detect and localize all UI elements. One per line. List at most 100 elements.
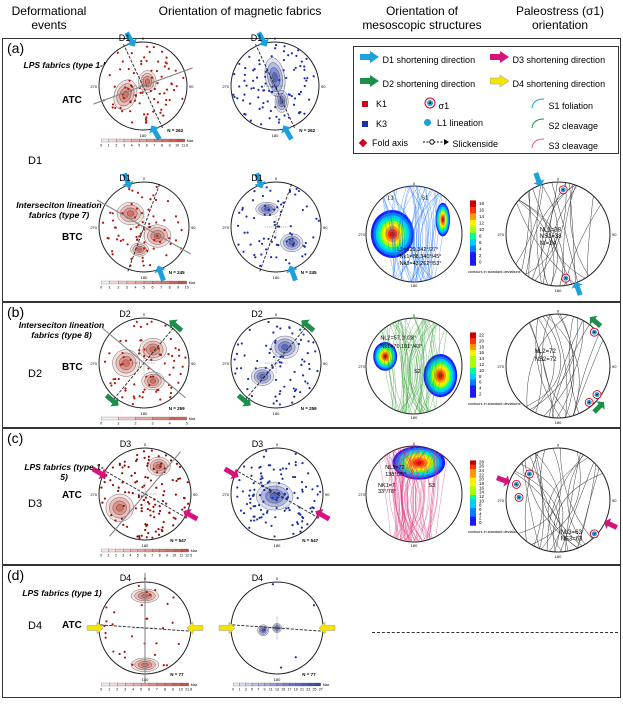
- data-point: [148, 50, 151, 54]
- data-point: [144, 496, 148, 499]
- data-point: [267, 208, 271, 212]
- data-point: [265, 248, 268, 251]
- svg-text:0: 0: [413, 313, 416, 318]
- paleostress-arrow: [604, 518, 618, 530]
- data-point: [148, 263, 152, 267]
- data-point: [103, 360, 107, 363]
- data-point: [316, 485, 319, 488]
- data-point: [273, 535, 276, 538]
- ramp-tick-label: 2: [479, 516, 482, 521]
- net-tick-w: 270: [222, 492, 229, 497]
- data-point: [133, 383, 136, 386]
- data-point: [260, 242, 264, 245]
- svg-text:180: 180: [411, 415, 418, 420]
- scale-tick-label: 8: [164, 688, 166, 692]
- data-point: [304, 380, 307, 383]
- paleo-label-1: NS1=38: [540, 234, 563, 240]
- data-point: [177, 348, 181, 351]
- data-point: [249, 497, 252, 501]
- scale-tick-label: 7: [160, 286, 162, 290]
- ramp-tick-label: 28: [479, 459, 485, 464]
- data-point: [172, 516, 175, 519]
- data-point: [143, 247, 146, 250]
- data-point: [137, 584, 140, 588]
- data-point: [146, 476, 149, 479]
- ramp-tick-label: 4: [479, 511, 482, 516]
- svg-text:90: 90: [612, 498, 617, 503]
- shortening-arrow: [301, 319, 316, 333]
- data-point: [246, 231, 249, 234]
- data-point: [262, 500, 265, 503]
- data-point: [262, 237, 265, 240]
- data-point: [160, 108, 163, 111]
- scale-tick-label: 10: [172, 554, 176, 558]
- shortening-arrow: [281, 125, 294, 141]
- data-point: [162, 114, 165, 117]
- data-point: [270, 240, 274, 243]
- scale-tick-label: 3: [123, 144, 125, 148]
- data-point: [175, 85, 178, 88]
- data-point: [307, 340, 310, 343]
- data-point: [149, 509, 152, 512]
- scale-tick-label: 2: [134, 422, 136, 426]
- data-point: [156, 471, 159, 474]
- data-point: [288, 238, 291, 241]
- data-point: [305, 57, 308, 60]
- data-point: [135, 320, 138, 323]
- scale-tick-label: 3: [122, 554, 124, 558]
- data-point: [243, 231, 246, 234]
- ramp-tick-label: 6: [479, 240, 482, 245]
- data-point: [168, 511, 171, 514]
- meso-label-3: Nk1=88,340°/45°: [400, 254, 442, 260]
- data-point: [147, 455, 150, 458]
- data-point: [164, 61, 167, 64]
- data-point: [238, 478, 241, 482]
- data-point: [110, 384, 113, 387]
- panel-c: [2, 428, 621, 565]
- data-point: [127, 491, 130, 494]
- data-point: [249, 519, 253, 522]
- data-point: [148, 502, 151, 505]
- data-point: [243, 73, 246, 76]
- slickenside-icon: [423, 139, 449, 145]
- net-tick-e: 90: [193, 492, 198, 497]
- data-point: [154, 198, 158, 202]
- data-point: [260, 475, 263, 478]
- data-point: [174, 215, 178, 218]
- d-label: D3: [120, 439, 132, 449]
- data-point: [140, 503, 143, 507]
- data-point: [147, 367, 150, 370]
- data-point: [264, 75, 267, 78]
- paleostress-arrow: [533, 172, 545, 187]
- data-point: [153, 87, 156, 90]
- data-point: [159, 111, 162, 114]
- shortening-arrow: [218, 621, 236, 635]
- meso-net-b: 0180270NL2=57,1°/28°Nk1=70,101°/43°S2222…: [358, 313, 521, 420]
- sigma1-marker-icon: [524, 469, 534, 479]
- data-point: [269, 109, 272, 113]
- data-point: [243, 93, 246, 96]
- data-point: [136, 207, 139, 210]
- data-point: [306, 523, 309, 526]
- data-point: [145, 375, 148, 378]
- data-point: [247, 377, 250, 381]
- sigma1-marker-icon: [511, 479, 521, 489]
- data-point: [158, 92, 161, 95]
- ramp-tick-label: 6: [479, 507, 482, 512]
- scale-tick-label: 15: [281, 688, 285, 692]
- data-point: [243, 465, 246, 468]
- data-point: [144, 528, 147, 532]
- data-point: [138, 395, 141, 398]
- data-point: [310, 510, 314, 513]
- ramp-caption: contours in standard deviations: [468, 402, 521, 406]
- data-point: [268, 213, 272, 217]
- data-point: [130, 474, 133, 477]
- net-tick-w: 270: [222, 84, 229, 89]
- data-point: [104, 636, 107, 639]
- data-point: [155, 642, 158, 645]
- data-point: [138, 536, 141, 540]
- ramp-tick-label: 8: [479, 503, 482, 508]
- data-point: [140, 62, 143, 66]
- ramp-tick-label: 14: [479, 356, 485, 361]
